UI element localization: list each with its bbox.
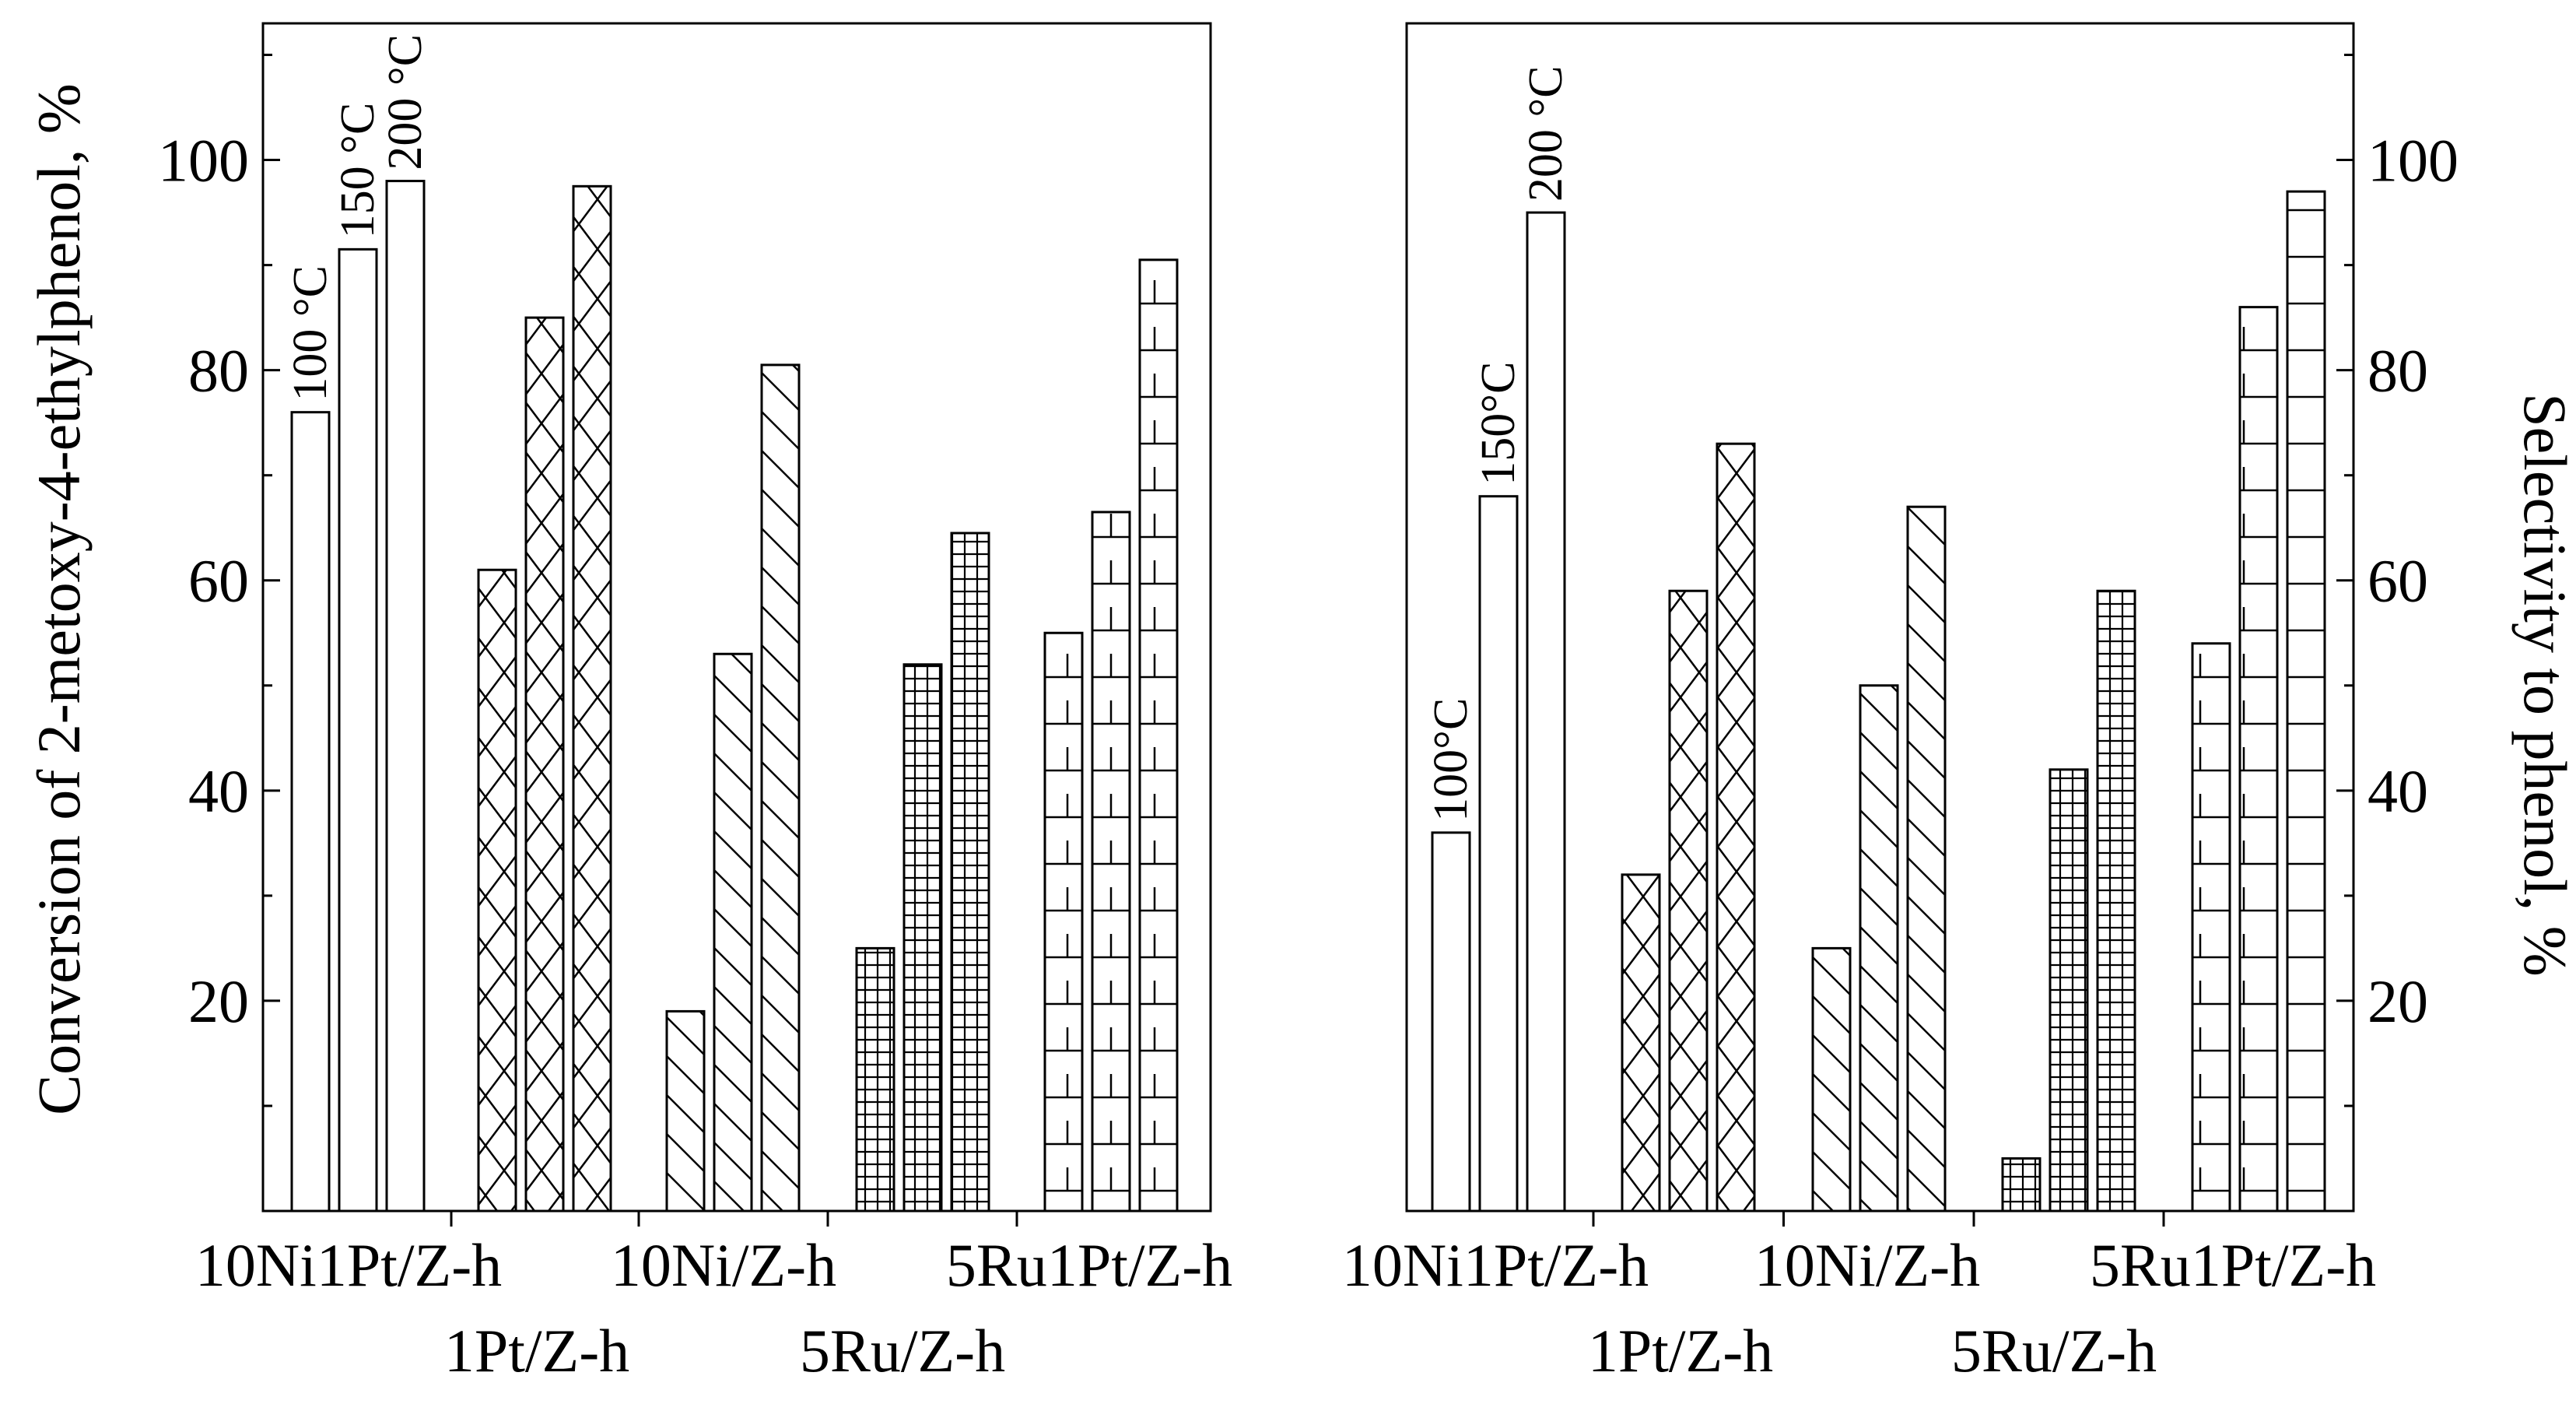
x-category-label: 5Ru1Pt/Z-h xyxy=(946,1231,1232,1299)
bar-10ni-z-h-series-2 xyxy=(1859,684,1899,1213)
x-category-label: 10Ni/Z-h xyxy=(1754,1231,1980,1299)
bar-10ni1pt-z-h-series-1 xyxy=(290,411,331,1213)
bar-10ni1pt-z-h-series-3 xyxy=(385,180,426,1213)
bar-10ni-z-h-series-1 xyxy=(665,1009,706,1213)
bar-5ru-z-h-series-1 xyxy=(2001,1157,2042,1213)
temperature-annotation: 100 °C xyxy=(284,265,337,402)
selectivity-chart-panel: 20 40 60 80 100 Selectivity to phenol, % 10Ni1… xyxy=(1342,22,2576,1385)
bar-1pt-z-h-series-3 xyxy=(1716,442,1756,1213)
bar-5ru-z-h-series-3 xyxy=(2096,589,2136,1213)
bar-5ru1pt-z-h-series-2 xyxy=(1091,511,1131,1213)
bar-5ru-z-h-series-3 xyxy=(950,532,990,1213)
x-category-label: 10Ni1Pt/Z-h xyxy=(1342,1231,1649,1299)
bar-10ni1pt-z-h-series-3 xyxy=(1526,211,1566,1213)
bar-5ru1pt-z-h-series-3 xyxy=(1138,258,1179,1213)
temperature-annotation: 150°C xyxy=(1472,362,1525,486)
y-tick-label: 100 xyxy=(2367,127,2459,195)
y-tick-label: 20 xyxy=(188,967,249,1035)
y-axis-title: Conversion of 2-metoxy-4-ethylphenol, % xyxy=(25,83,93,1115)
temperature-annotation: 200 °C xyxy=(1519,65,1572,202)
x-category-label: 5Ru/Z-h xyxy=(800,1317,1005,1385)
bar-5ru-z-h-series-2 xyxy=(2049,768,2089,1213)
x-category-label: 5Ru/Z-h xyxy=(1951,1317,2157,1385)
bar-5ru1pt-z-h-series-3 xyxy=(2286,190,2326,1213)
y-tick-label: 100 xyxy=(158,127,249,195)
bar-10ni1pt-z-h-series-2 xyxy=(338,247,378,1213)
y-tick-label: 60 xyxy=(2367,547,2428,615)
temperature-annotation: 200 °C xyxy=(379,34,432,170)
bar-5ru1pt-z-h-series-2 xyxy=(2238,306,2279,1213)
bar-5ru1pt-z-h-series-1 xyxy=(1043,631,1084,1213)
y-tick-label: 60 xyxy=(188,547,249,615)
bar-1pt-z-h-series-2 xyxy=(1668,589,1709,1213)
bar-10ni1pt-z-h-series-1 xyxy=(1431,831,1471,1213)
y-tick-label: 40 xyxy=(188,757,249,825)
bar-10ni-z-h-series-3 xyxy=(1906,505,1947,1213)
bar-10ni-z-h-series-1 xyxy=(1811,946,1852,1213)
y-tick-label: 80 xyxy=(188,337,249,405)
bar-1pt-z-h-series-2 xyxy=(524,316,565,1213)
conversion-chart-panel: 20 40 60 80 100 Conversion of 2-metoxy-4-ethy… xyxy=(25,22,1232,1385)
x-category-label: 1Pt/Z-h xyxy=(1588,1317,1773,1385)
bar-1pt-z-h-series-3 xyxy=(572,184,612,1213)
x-category-label: 1Pt/Z-h xyxy=(444,1317,629,1385)
bar-5ru-z-h-series-2 xyxy=(902,663,943,1213)
temperature-annotation: 100°C xyxy=(1425,698,1477,822)
bar-10ni-z-h-series-3 xyxy=(760,363,801,1213)
x-category-label: 10Ni1Pt/Z-h xyxy=(195,1231,502,1299)
y-axis-title: Selectivity to phenol, % xyxy=(2511,393,2576,977)
x-category-label: 10Ni/Z-h xyxy=(611,1231,836,1299)
bar-10ni-z-h-series-2 xyxy=(713,652,753,1213)
y-tick-label: 20 xyxy=(2367,967,2428,1035)
bar-10ni1pt-z-h-series-2 xyxy=(1478,495,1519,1213)
bar-5ru1pt-z-h-series-1 xyxy=(2191,642,2231,1213)
bar-1pt-z-h-series-1 xyxy=(477,568,517,1213)
temperature-annotation: 150 °C xyxy=(331,103,384,239)
bar-5ru-z-h-series-1 xyxy=(855,946,895,1213)
y-tick-label: 80 xyxy=(2367,337,2428,405)
bar-1pt-z-h-series-1 xyxy=(1621,873,1661,1213)
y-tick-label: 40 xyxy=(2367,757,2428,825)
x-category-label: 5Ru1Pt/Z-h xyxy=(2090,1231,2376,1299)
